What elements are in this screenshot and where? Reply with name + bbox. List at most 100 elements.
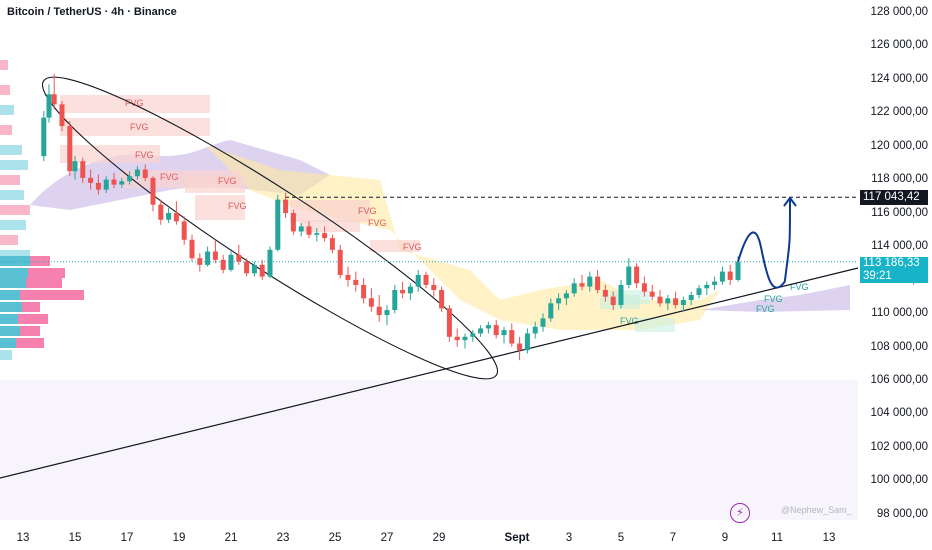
time-tick-label: 27: [380, 532, 394, 544]
volume-profile-bar: [0, 256, 30, 266]
author-watermark: @Nephew_Sam_: [781, 505, 852, 515]
candle-body: [103, 179, 109, 190]
volume-profile-bar: [0, 268, 65, 278]
price-tick-label: 124 000,00: [870, 72, 928, 85]
candle-body: [485, 325, 491, 329]
time-tick-label: 13: [16, 532, 30, 544]
candle-body: [275, 199, 281, 250]
candle-body: [439, 289, 445, 309]
candle-body: [587, 276, 593, 287]
volume-profile-bar: [0, 175, 20, 185]
candle-body: [634, 266, 640, 284]
candle-body: [501, 330, 507, 336]
candle-body: [134, 169, 140, 177]
volume-profile-bar: [0, 145, 22, 155]
candle-body: [244, 261, 250, 274]
volume-profile-bar: [0, 250, 30, 260]
candle-body: [236, 254, 242, 262]
candle-body: [41, 117, 47, 157]
candle-body: [478, 328, 484, 334]
candle-body: [46, 94, 52, 118]
candle-body: [610, 296, 616, 306]
candle-body: [626, 266, 632, 285]
candle-body: [283, 199, 289, 214]
time-tick-label: 19: [172, 532, 186, 544]
candle-body: [228, 254, 234, 270]
time-tick-label: Sept: [504, 532, 530, 544]
price-tick-label: 100 000,00: [870, 474, 928, 487]
volume-profile-bar: [0, 85, 10, 95]
candle-body: [329, 238, 335, 250]
time-tick-label: 29: [432, 532, 446, 544]
fvg-label: FVG: [756, 304, 775, 314]
price-tick-label: 106 000,00: [870, 373, 928, 386]
candle-body: [517, 343, 523, 351]
price-tick-label: 104 000,00: [870, 407, 928, 420]
candle-body: [431, 284, 437, 290]
time-tick-label: 11: [771, 532, 783, 544]
candle-body: [166, 213, 172, 220]
candle-body: [641, 283, 647, 292]
time-tick-label: 25: [328, 532, 342, 544]
lightning-icon[interactable]: ⚡: [730, 503, 750, 523]
symbol-title[interactable]: Bitcoin / TetherUS · 4h · Binance: [7, 6, 177, 18]
candle-body: [51, 94, 57, 105]
candle-body: [595, 276, 601, 290]
fvg-zone: [60, 118, 210, 136]
candle-body: [368, 298, 374, 307]
candle-body: [415, 274, 421, 287]
candle-body: [322, 233, 328, 239]
candle-body: [704, 284, 710, 289]
candle-body: [493, 325, 499, 336]
fvg-label: FVG: [125, 98, 144, 108]
candle-body: [563, 293, 569, 299]
current-price-tag: 113 186,33 39:21: [860, 256, 928, 283]
fvg-zone: [60, 145, 160, 163]
candle-body: [673, 298, 679, 306]
candle-body: [119, 181, 125, 185]
time-tick-label: 9: [721, 532, 729, 544]
candle-body: [376, 306, 382, 316]
candle-body: [524, 333, 530, 351]
candle-body: [158, 204, 164, 220]
fvg-label: FVG: [228, 201, 247, 211]
fvg-label: FVG: [160, 172, 179, 182]
time-tick-label: 5: [617, 532, 625, 544]
candle-body: [462, 336, 468, 341]
candle-body: [446, 308, 452, 337]
candle-body: [259, 264, 265, 277]
price-tick-label: 120 000,00: [870, 139, 928, 152]
volume-profile-bar: [0, 350, 12, 360]
candle-body: [688, 294, 694, 300]
candle-body: [696, 288, 702, 295]
ichimoku-cloud-forward: [700, 285, 850, 312]
candle-body: [181, 221, 187, 240]
fvg-label: FVG: [218, 176, 237, 186]
fvg-label: FVG: [368, 218, 387, 228]
price-tick-label: 108 000,00: [870, 340, 928, 353]
candle-body: [384, 310, 390, 316]
projection-arrow-head: [783, 196, 797, 207]
volume-profile-bar: [0, 105, 14, 115]
price-tick-label: 98 000,00: [876, 507, 928, 520]
fvg-label: FVG: [764, 294, 783, 304]
ascending-trendline: [0, 267, 859, 479]
candle-body: [735, 261, 741, 280]
fvg-zone: [60, 95, 210, 113]
volume-profile-bar: [0, 125, 12, 135]
volume-profile-bar: [0, 190, 24, 200]
candle-body: [680, 299, 686, 306]
candle-body: [298, 226, 304, 232]
time-tick-label: 21: [224, 532, 238, 544]
projection-arrow-path: [737, 197, 791, 289]
volume-profile-bar: [0, 235, 18, 245]
time-tick-label: 23: [276, 532, 290, 544]
candle-body: [407, 286, 413, 294]
price-tick-label: 110 000,00: [871, 307, 928, 320]
candle-body: [649, 291, 655, 297]
candle-body: [306, 226, 312, 235]
candle-body: [150, 177, 156, 205]
fvg-label: FVG: [790, 282, 809, 292]
candle-body: [197, 258, 203, 265]
